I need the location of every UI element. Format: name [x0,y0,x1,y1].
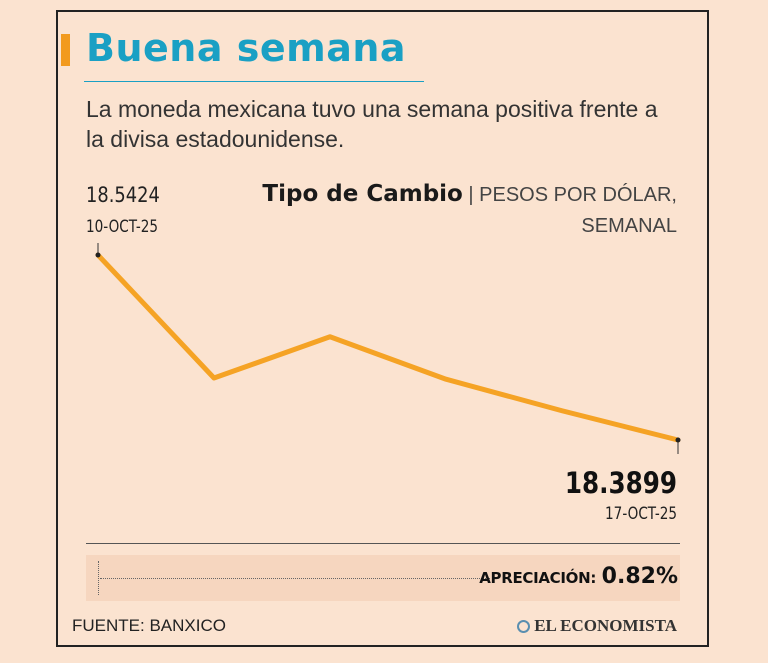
chart-title: Tipo de Cambio [262,181,463,207]
title-accent-bar [61,34,70,66]
source-note: FUENTE: BANXICO [72,616,226,635]
exchange-rate-line-chart [95,243,681,454]
end-date-label: 17-OCT-25 [604,504,677,524]
end-point [675,437,681,443]
chart-title-block: Tipo de Cambio | PESOS POR DÓLAR, SEMANA… [262,181,677,237]
title-underline [84,81,424,82]
end-value-label: 18.3899 [564,466,677,500]
globe-icon [517,619,531,633]
page-title: Buena semana [86,26,407,70]
appreciation-box: APRECIACIÓN: 0.82% [86,555,680,601]
start-value-label: 18.5424 [86,183,160,207]
series-line [95,252,681,443]
appreciation-text: APRECIACIÓN: 0.82% [479,564,678,589]
chart-divider [86,543,680,544]
appreciation-dotted-line [100,578,490,579]
chart-units-line1: PESOS POR DÓLAR, [479,184,677,206]
brand-name: EL ECONOMISTA [534,616,677,635]
chart-units-line2: SEMANAL [581,215,677,237]
start-point [95,252,101,258]
page-subtitle: La moneda mexicana tuvo una semana posit… [86,96,658,152]
appreciation-value: 0.82% [601,564,678,589]
brand-logo: EL ECONOMISTA [517,616,677,636]
start-date-label: 10-OCT-25 [86,217,159,237]
appreciation-label: APRECIACIÓN: [479,569,597,587]
infographic-frame: Buena semana La moneda mexicana tuvo una… [56,10,709,647]
appreciation-dotted-tick [98,561,99,595]
